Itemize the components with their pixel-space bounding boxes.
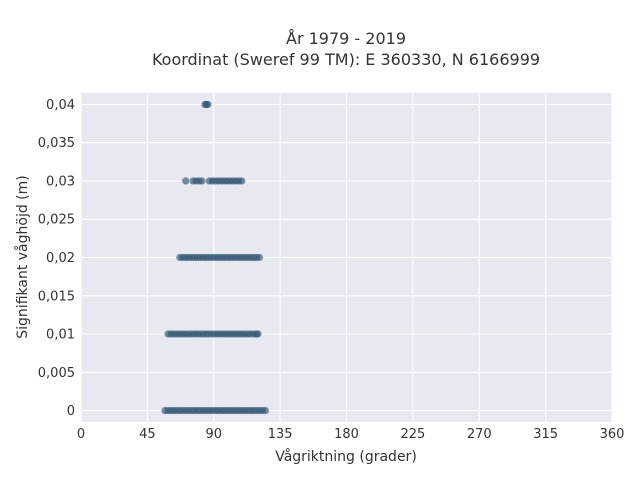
chart-title: År 1979 - 2019 Koordinat (Sweref 99 TM):… (0, 28, 640, 70)
y-tick-label: 0 (67, 404, 75, 419)
grid-lines (80, 93, 613, 422)
tick-labels: 0 45 90 135 180 225 270 315 360 0 0,005 0,01 0,015 0,… (38, 98, 625, 442)
y-tick-label: 0,025 (38, 213, 75, 228)
data-point (204, 100, 212, 109)
data-points (161, 100, 269, 415)
data-point (198, 177, 206, 185)
y-axis-title: Signifikant våghöjd (m) (14, 175, 31, 338)
x-tick-label: 360 (600, 427, 625, 442)
y-tick-label: 0,015 (38, 289, 75, 304)
data-point (261, 406, 269, 415)
y-tick-label: 0,04 (46, 98, 75, 113)
data-point (182, 177, 190, 185)
x-tick-label: 270 (467, 427, 492, 442)
data-point (254, 330, 262, 338)
chart-title-line-2: Koordinat (Sweref 99 TM): E 360330, N 61… (151, 50, 541, 69)
y-tick-label: 0,01 (46, 328, 75, 343)
x-tick-label: 90 (205, 427, 222, 442)
x-tick-label: 135 (268, 427, 293, 442)
y-tick-label: 0,005 (38, 366, 75, 381)
x-tick-label: 225 (400, 427, 425, 442)
data-point (238, 177, 246, 185)
x-tick-label: 315 (533, 427, 558, 442)
data-point (255, 253, 264, 262)
y-tick-label: 0,035 (38, 136, 75, 151)
y-tick-label: 0,03 (46, 174, 75, 189)
x-axis-title: Vågriktning (grader) (275, 448, 417, 465)
y-tick-label: 0,02 (46, 251, 75, 266)
x-tick-label: 180 (334, 427, 359, 442)
x-tick-label: 45 (139, 427, 156, 442)
chart-title-line-1: År 1979 - 2019 (286, 29, 406, 48)
x-tick-label: 0 (77, 427, 85, 442)
